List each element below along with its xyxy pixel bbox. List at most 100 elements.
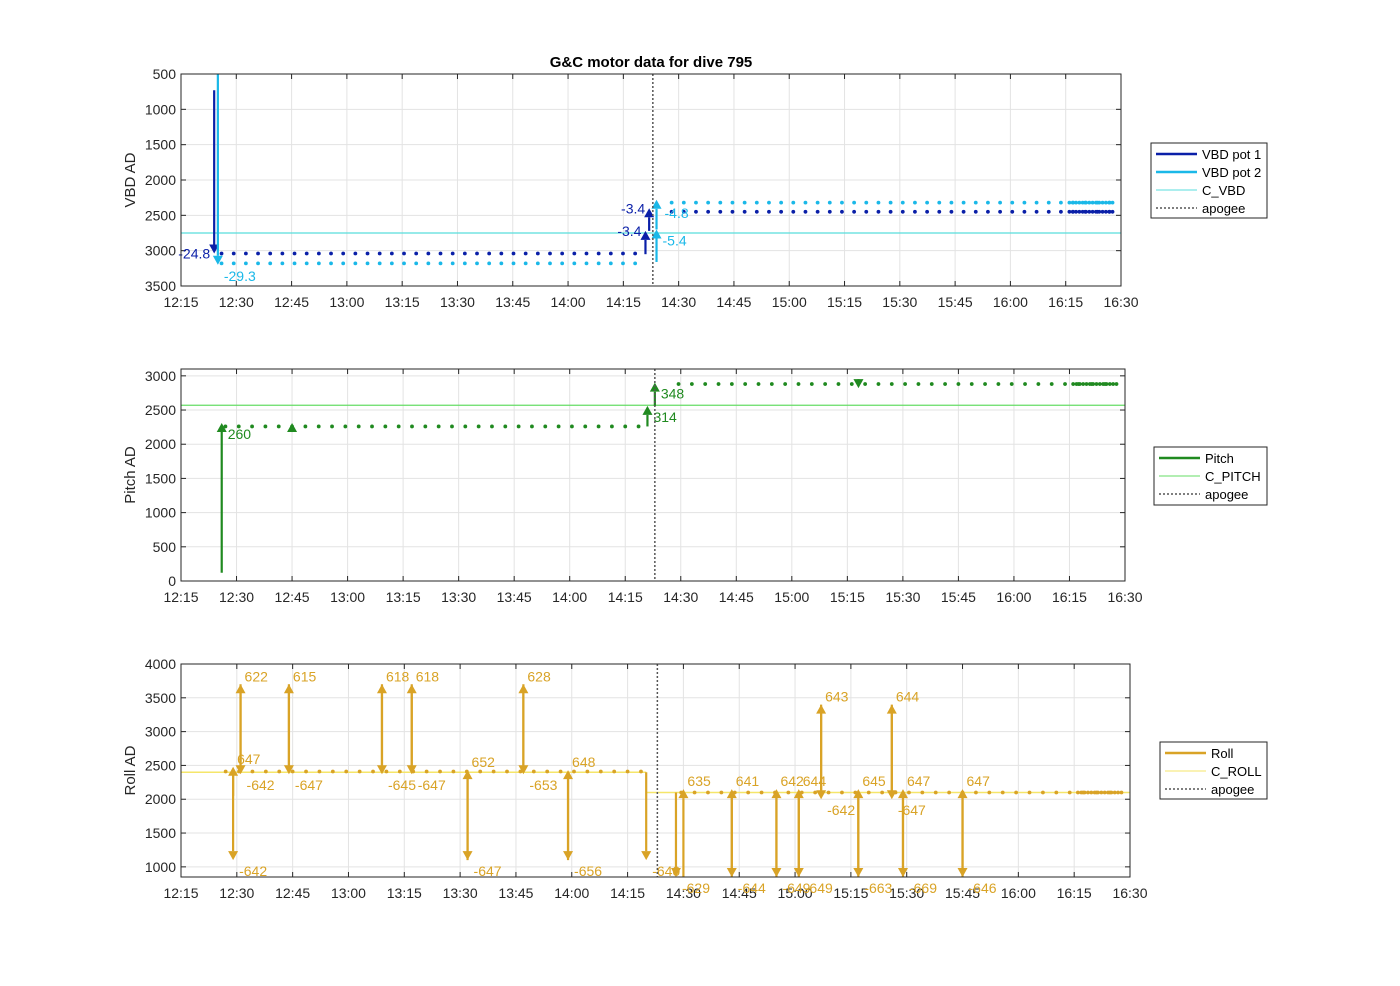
x-tick-label: 16:15: [1052, 589, 1087, 605]
data-point: [396, 424, 401, 429]
y-tick-label: 2000: [145, 172, 176, 188]
y-tick-label: 3500: [145, 278, 176, 294]
x-tick-label: 15:30: [882, 294, 917, 310]
data-point: [961, 209, 966, 214]
data-point: [827, 200, 832, 205]
data-point: [920, 790, 925, 795]
data-point: [402, 251, 406, 256]
move-label: -3.4: [621, 200, 645, 216]
data-point: [608, 251, 613, 256]
data-point: [426, 261, 431, 266]
data-point: [729, 382, 734, 386]
data-point: [1111, 382, 1116, 386]
data-point: [583, 424, 588, 429]
data-point: [949, 209, 954, 214]
move-arrowhead: [651, 229, 662, 239]
data-point: [1106, 790, 1110, 795]
data-point: [974, 790, 978, 795]
data-point: [1087, 382, 1092, 386]
data-point: [584, 251, 589, 256]
data-point: [365, 251, 370, 256]
data-point: [623, 424, 628, 429]
data-point: [356, 424, 361, 429]
data-point: [478, 769, 483, 774]
data-point: [1097, 382, 1102, 386]
data-point: [268, 261, 273, 266]
data-point: [316, 424, 321, 429]
x-tick-label: 15:45: [938, 294, 973, 310]
data-point: [876, 382, 881, 386]
move-label: -24.8: [178, 245, 210, 261]
data-point: [475, 251, 479, 256]
x-tick-label: 14:45: [719, 589, 754, 605]
data-point: [1084, 200, 1088, 205]
data-point: [876, 209, 881, 214]
data-point: [827, 209, 832, 214]
data-point: [1036, 382, 1041, 386]
move-label: -653: [529, 777, 557, 793]
data-point: [1110, 200, 1115, 205]
data-point: [916, 382, 921, 386]
move-arrowhead: [228, 766, 239, 776]
move-label: 314: [653, 409, 677, 425]
data-point: [353, 261, 358, 266]
panel-vbd: 12:15 12:30 12:45 13:00 13:15 13:30 13:45 14:00…: [122, 66, 1268, 310]
data-point: [1000, 790, 1005, 795]
x-tick-label: 15:15: [827, 294, 862, 310]
data-point: [888, 200, 893, 205]
data-point: [344, 769, 349, 774]
data-point: [1097, 200, 1102, 205]
x-tick-label: 16:00: [1001, 885, 1036, 901]
x-tick-label: 15:15: [833, 885, 868, 901]
data-point: [929, 382, 934, 386]
data-point: [903, 382, 908, 386]
data-point: [786, 790, 791, 795]
data-point: [487, 261, 492, 266]
x-tick-label: 16:15: [1048, 294, 1083, 310]
data-point: [341, 261, 346, 266]
move-arrowhead: [886, 790, 897, 800]
data-point: [998, 200, 1002, 205]
y-tick-label: 2000: [145, 791, 176, 807]
move-label: 618: [386, 668, 410, 684]
legend-label: apogee: [1205, 487, 1248, 502]
data-point: [852, 200, 857, 205]
move-label: -647: [898, 802, 926, 818]
chart-title: G&C motor data for dive 795: [550, 54, 753, 71]
data-point: [636, 424, 641, 429]
data-point: [1101, 382, 1106, 386]
data-point: [543, 424, 548, 429]
y-tick-label: 0: [168, 573, 176, 589]
data-point: [231, 251, 236, 256]
data-point: [849, 382, 854, 386]
data-point: [560, 261, 565, 266]
data-point: [1049, 382, 1054, 386]
data-point: [1103, 200, 1108, 205]
move-label: -649: [805, 880, 833, 896]
data-point: [998, 209, 1002, 214]
data-point: [292, 261, 297, 266]
data-point: [1070, 200, 1075, 205]
x-tick-label: 12:45: [275, 885, 310, 901]
data-point: [809, 382, 814, 386]
x-tick-label: 13:45: [498, 885, 533, 901]
data-point: [290, 769, 295, 774]
data-point: [499, 261, 504, 266]
x-tick-label: 14:00: [551, 294, 586, 310]
move-arrowhead: [793, 789, 804, 799]
data-point: [596, 261, 601, 266]
data-point: [706, 200, 711, 205]
data-point: [866, 790, 871, 795]
move-arrowhead: [957, 789, 968, 799]
data-point: [986, 209, 990, 214]
data-point: [852, 209, 857, 214]
x-tick-label: 13:00: [329, 294, 364, 310]
data-point: [718, 209, 723, 214]
data-point: [913, 209, 917, 214]
data-point: [304, 769, 308, 774]
data-point: [730, 200, 735, 205]
data-point: [1092, 790, 1097, 795]
data-point: [451, 769, 456, 774]
